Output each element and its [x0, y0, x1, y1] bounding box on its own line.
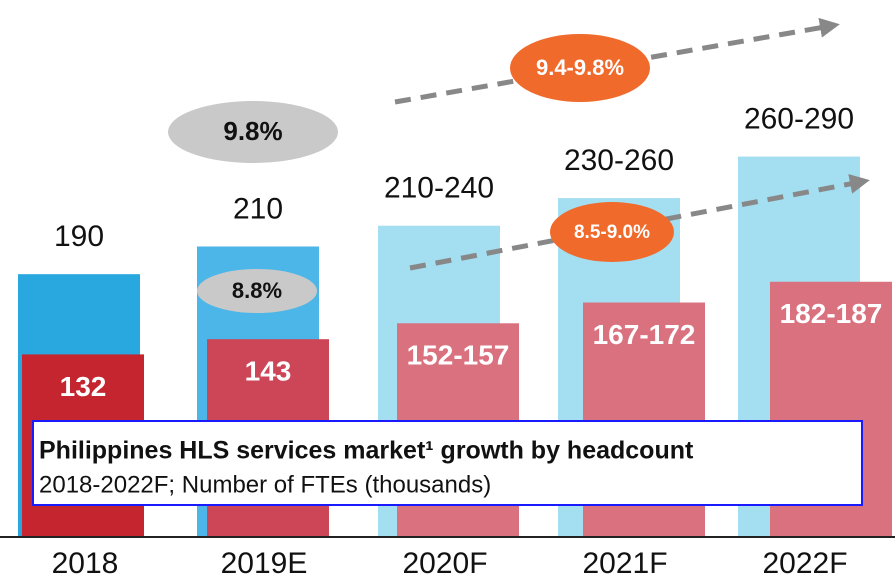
value-label: 210-240 [384, 172, 494, 205]
x-tick-label: 2018 [52, 547, 119, 580]
x-tick-label: 2020F [402, 547, 487, 580]
annotations: 9.8% 8.8% 9.4-9.8% 8.5-9.0% [168, 17, 870, 313]
annotation: 9.4-9.8% [536, 55, 624, 80]
growth-bubble [197, 269, 317, 313]
value-label: 210 [233, 192, 283, 225]
growth-bubble [550, 202, 674, 262]
value-label: 260-290 [744, 103, 854, 136]
value-label: 132 [60, 371, 107, 402]
value-label: 167-172 [593, 319, 696, 350]
growth-bubble [168, 101, 338, 163]
x-tick-label: 2021F [582, 547, 667, 580]
annotation: 9.8% [223, 116, 282, 146]
x-tick-label: 2019E [221, 547, 308, 580]
title-box [32, 420, 863, 506]
chart-title: Philippines HLS services market¹ growth … [39, 437, 694, 465]
value-label: 182-187 [780, 298, 883, 329]
value-label: 230-260 [564, 144, 674, 177]
annotation: 8.8% [232, 278, 282, 303]
value-label: 152-157 [407, 340, 510, 371]
chart-subtitle: 2018-2022F; Number of FTEs (thousands) [39, 471, 491, 498]
annotation: 8.5-9.0% [574, 222, 650, 243]
value-label: 143 [245, 356, 292, 387]
x-tick-label: 2022F [762, 547, 847, 580]
growth-bubble [510, 34, 650, 102]
value-label: 190 [54, 220, 104, 253]
